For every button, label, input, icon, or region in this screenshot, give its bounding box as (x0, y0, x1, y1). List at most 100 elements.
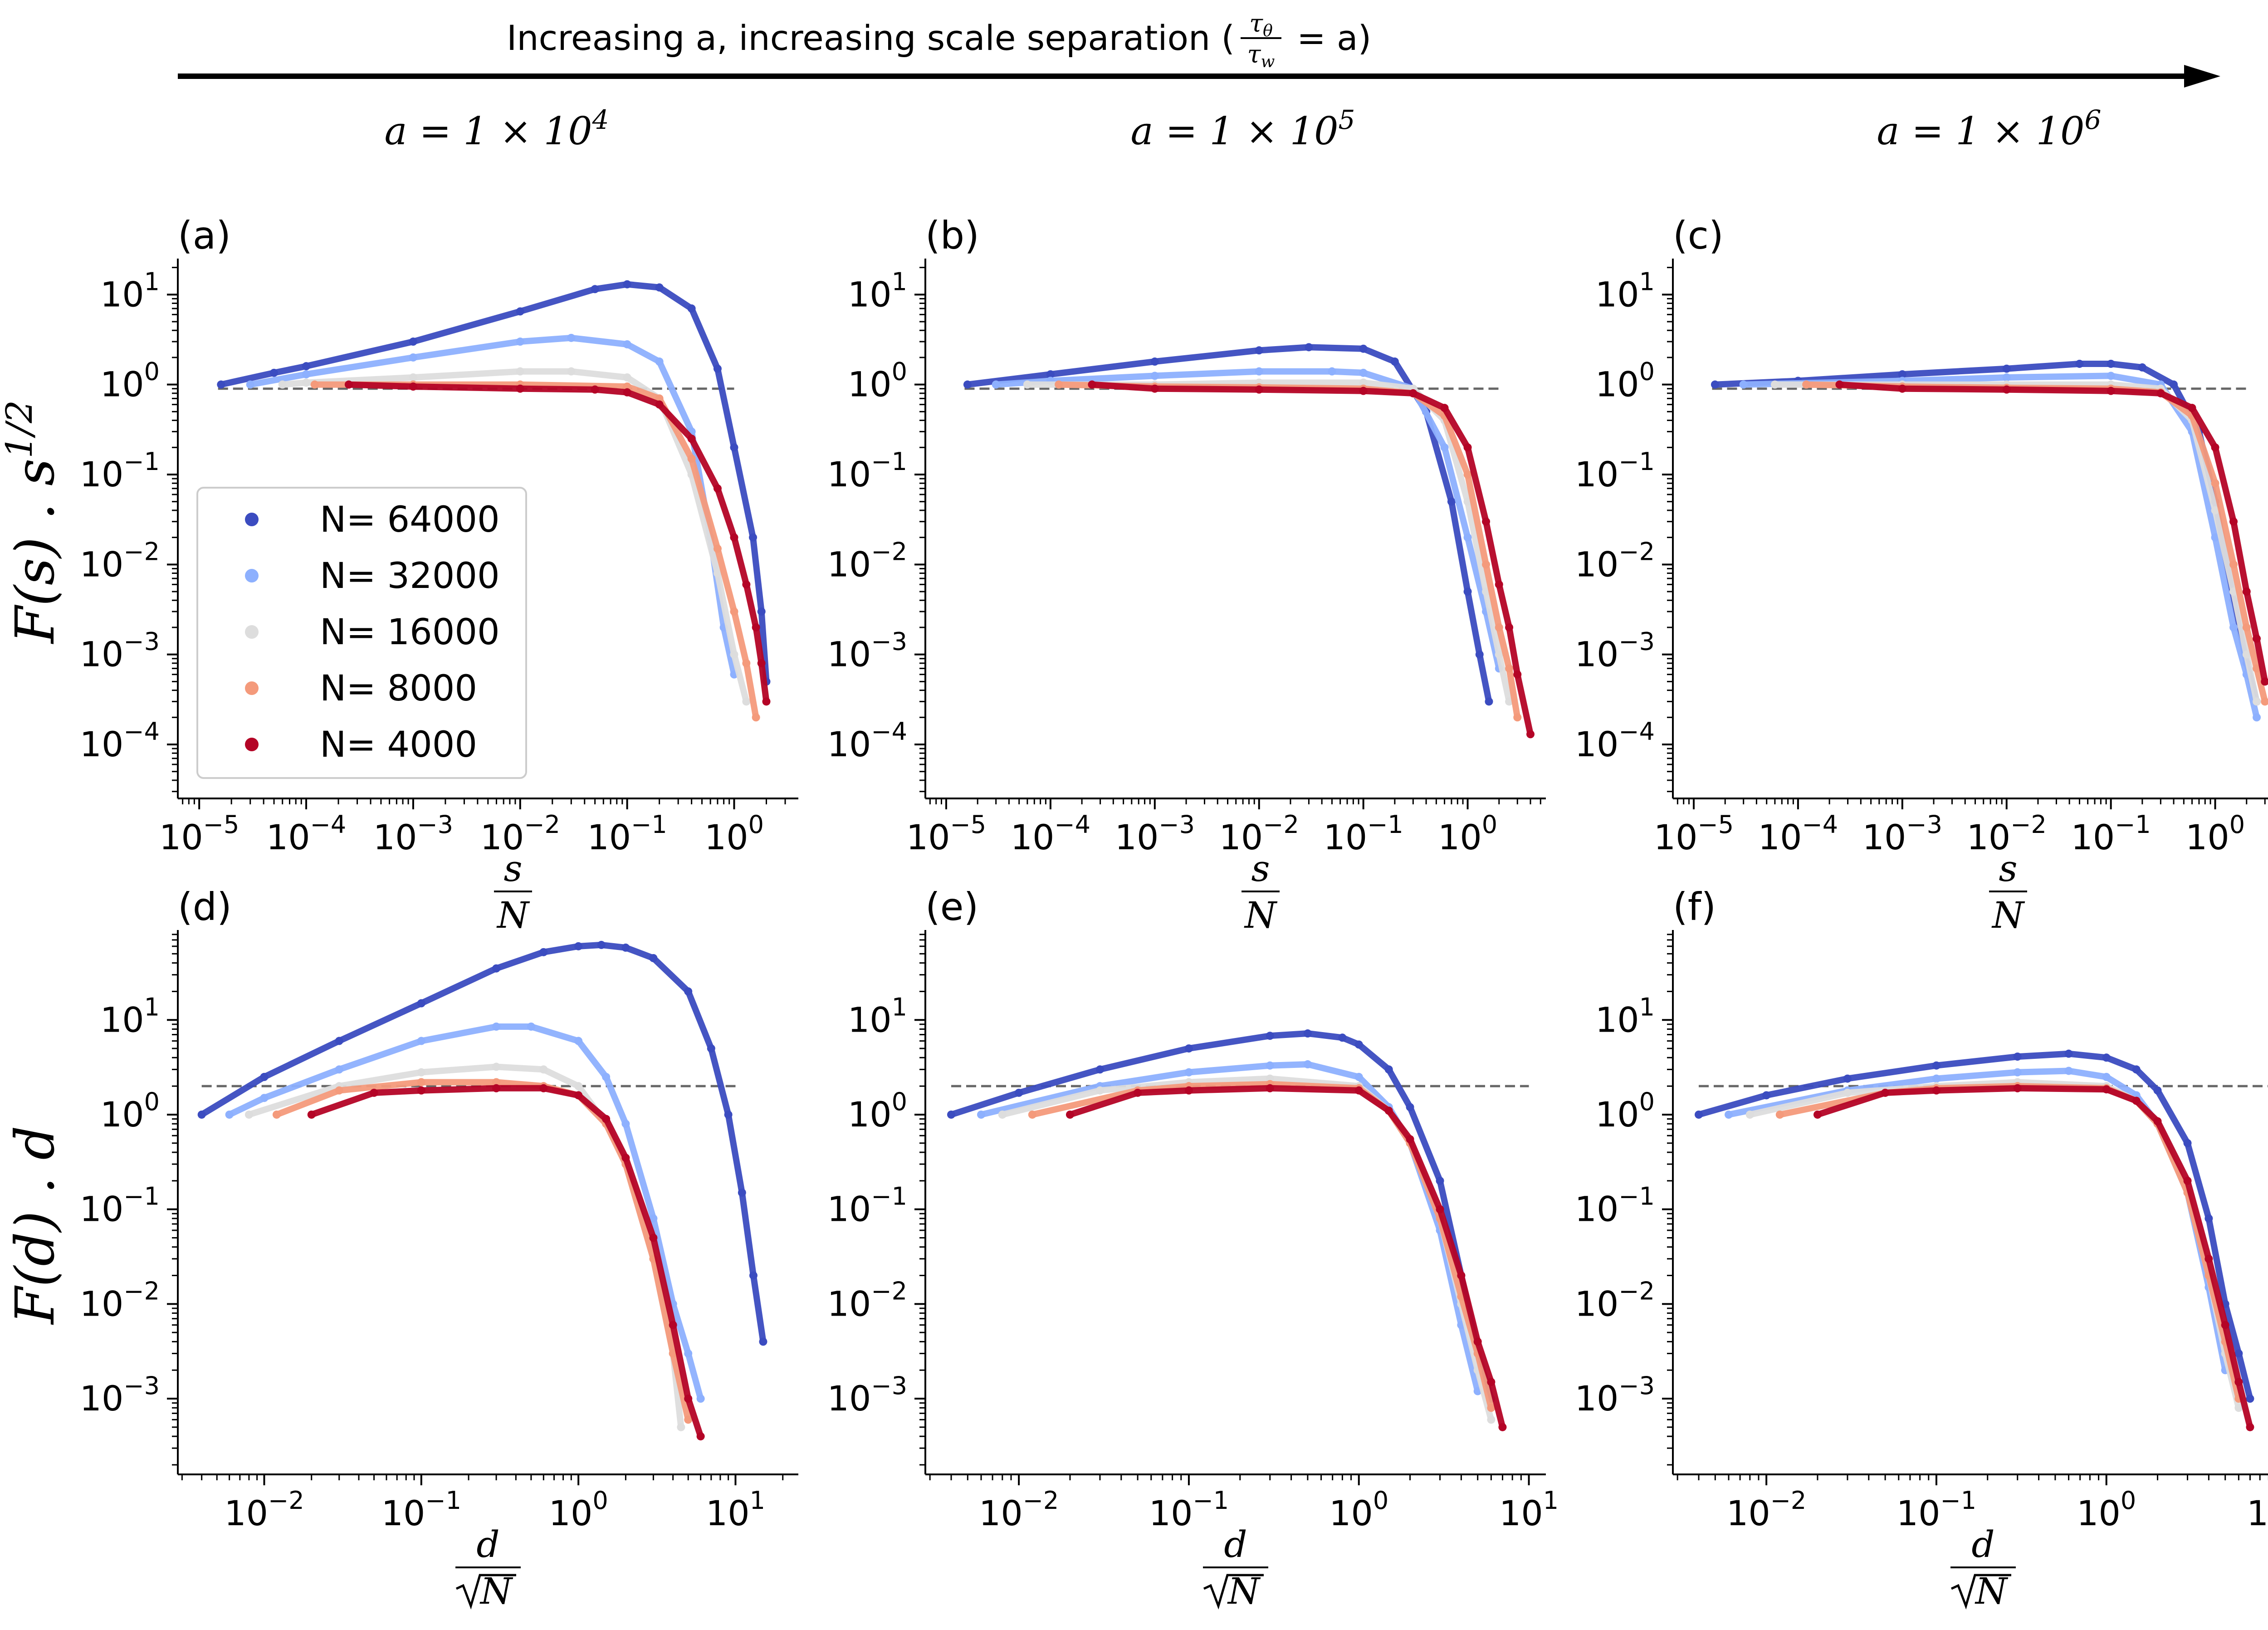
y-tick-label: 10−3 (827, 627, 907, 675)
data-point (417, 1037, 425, 1045)
x-tick-label: 10−3 (1115, 810, 1195, 857)
y-tick-label: 10−1 (80, 1182, 160, 1229)
y-tick-exp: 0 (144, 1087, 160, 1116)
x-tick-label: 10−1 (1149, 1486, 1229, 1533)
data-point (757, 659, 766, 667)
data-point (409, 353, 417, 362)
x-tick-exp: −5 (203, 810, 240, 839)
x-tick-base: 10 (2071, 817, 2115, 857)
data-point (742, 580, 751, 589)
data-point (1406, 1135, 1414, 1144)
y-tick-base: 10 (1575, 724, 1619, 764)
data-point (1487, 1404, 1496, 1412)
x-tick-label: 10−4 (1011, 810, 1090, 857)
x-tick-exp: −1 (1193, 1486, 1229, 1515)
series-32000 (992, 367, 1503, 673)
data-point (2013, 1068, 2022, 1077)
data-point (759, 1337, 767, 1346)
data-point (516, 338, 524, 346)
y-tick-label: 10−1 (827, 1182, 907, 1229)
x-axis-label-denominator: N (1991, 894, 2025, 936)
data-point (1813, 1110, 1822, 1119)
y-tick-base: 10 (80, 1378, 124, 1419)
y-tick-label: 100 (100, 357, 160, 405)
data-point (2183, 1176, 2192, 1185)
data-point (417, 999, 425, 1008)
x-tick-exp: −2 (1023, 1486, 1059, 1515)
ratio-den-subscript: w (1261, 53, 1275, 71)
x-tick-exp: −3 (1906, 810, 1942, 839)
x-tick-label: 10−2 (1967, 810, 2047, 857)
data-point (1526, 730, 1535, 739)
data-point (1440, 443, 1449, 452)
column-label-3: a = 1 × 106 (1877, 104, 2102, 153)
sqrt-symbol (1203, 1574, 1264, 1610)
x-tick-exp: −5 (1698, 810, 1734, 839)
data-point (574, 1091, 583, 1100)
y-tick-exp: 0 (892, 357, 907, 386)
data-point (2064, 1067, 2073, 1075)
data-point (2253, 664, 2261, 673)
y-tick-exp: −4 (123, 717, 160, 746)
legend-label: N= 32000 (320, 556, 500, 597)
data-point (1028, 1110, 1036, 1119)
y-tick-base: 10 (80, 634, 124, 675)
data-point (623, 280, 631, 289)
y-tick-label: 100 (848, 1087, 907, 1135)
x-tick-label: 10−3 (1862, 810, 1942, 857)
data-point (1770, 380, 1779, 389)
data-point (1150, 384, 1159, 393)
data-point (1384, 1065, 1393, 1074)
y-tick-label: 10−3 (80, 1371, 160, 1419)
x-tick-base: 10 (1219, 817, 1263, 857)
x-tick-exp: 1 (1543, 1486, 1559, 1515)
series-line (245, 1063, 684, 1430)
data-point (302, 370, 311, 379)
data-point (2002, 385, 2011, 394)
y-tick-exp: −3 (871, 627, 907, 656)
y-tick-exp: −4 (871, 717, 907, 746)
x-tick-exp: −2 (524, 810, 560, 839)
x-tick-base: 10 (2185, 817, 2229, 857)
data-point (1843, 1074, 1852, 1083)
series-line (198, 941, 767, 1345)
y-tick-label: 101 (100, 993, 160, 1040)
data-point (2170, 380, 2178, 389)
data-point (307, 1110, 316, 1119)
data-point (278, 380, 287, 389)
data-point (749, 533, 758, 542)
data-point (2107, 387, 2115, 395)
data-point (752, 623, 760, 631)
data-point (1359, 387, 1368, 395)
x-axis-label-numerator: d (1224, 1523, 1247, 1566)
data-point (687, 455, 696, 463)
data-point (655, 400, 664, 409)
y-tick-exp: −1 (871, 447, 907, 476)
data-point (757, 607, 766, 616)
x-tick-base: 10 (1726, 1493, 1770, 1533)
ratio-num-symbol: τ (1249, 9, 1263, 38)
data-point (655, 283, 664, 292)
x-tick-base: 10 (1149, 1493, 1193, 1533)
legend-marker (245, 681, 259, 695)
legend-entry: N= 4000 (245, 724, 477, 765)
x-tick-base: 10 (224, 1493, 268, 1533)
data-point (684, 1415, 693, 1424)
data-point (1354, 1072, 1363, 1081)
header-arrow-text: Increasing a, increasing scale separatio… (507, 18, 1235, 58)
y-tick-base: 10 (80, 724, 124, 764)
data-point (1066, 1110, 1074, 1119)
data-point (1482, 560, 1491, 569)
legend-marker (245, 513, 259, 526)
data-point (1266, 1084, 1274, 1092)
series-64000 (197, 940, 767, 1346)
data-point (649, 954, 658, 962)
series-32000 (1739, 372, 2261, 722)
data-point (730, 607, 738, 616)
data-point (730, 443, 738, 452)
data-point (677, 1423, 685, 1431)
x-tick-base: 10 (1329, 1493, 1373, 1533)
y-tick-base: 10 (1575, 634, 1619, 675)
x-axis-label-denominator: N (479, 1570, 513, 1612)
